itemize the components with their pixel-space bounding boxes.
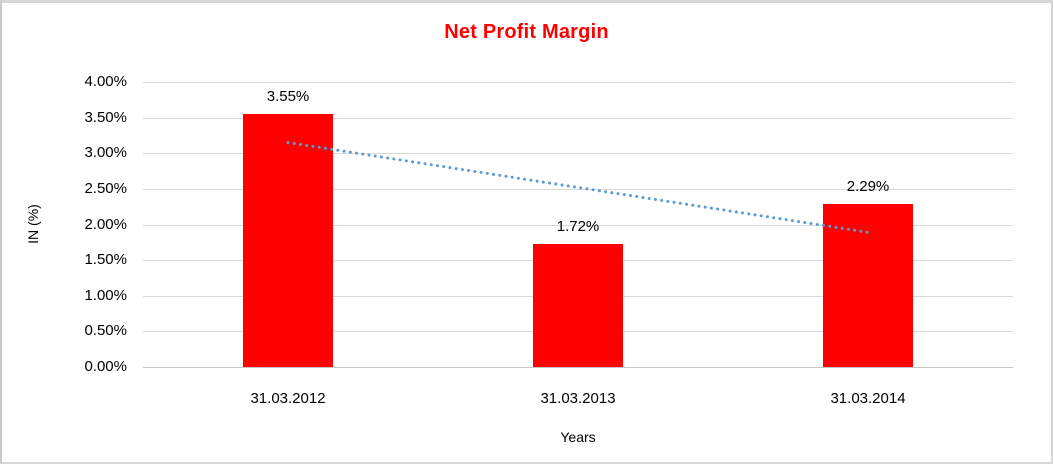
bar xyxy=(533,244,623,367)
plot-area: 3.55% 1.72% 2.29% xyxy=(143,82,1013,368)
y-tick-label: 3.00% xyxy=(84,144,127,162)
bar xyxy=(243,114,333,367)
y-tick-label: 1.50% xyxy=(84,251,127,269)
bar-value-label: 3.55% xyxy=(266,88,310,106)
x-category-label: 31.03.2012 xyxy=(250,390,326,407)
gridline xyxy=(143,82,1013,83)
bar-value-label: 2.29% xyxy=(846,177,890,195)
y-tick-label: 0.50% xyxy=(84,322,127,340)
y-tick-label: 4.00% xyxy=(84,73,127,90)
bar-value-label: 1.72% xyxy=(556,218,600,236)
x-axis-title: Years xyxy=(560,429,596,445)
gridline xyxy=(143,117,1013,119)
y-tick-label: 2.50% xyxy=(84,179,127,197)
y-tick-label: 0.00% xyxy=(84,358,127,375)
y-tick-label: 1.00% xyxy=(84,286,127,304)
bar xyxy=(823,203,913,367)
x-category-label: 31.03.2013 xyxy=(540,390,616,407)
y-tick-label: 2.00% xyxy=(84,215,127,233)
y-tick-label: 3.50% xyxy=(84,108,127,126)
chart-title: Net Profit Margin xyxy=(444,21,609,43)
x-category-label: 31.03.2014 xyxy=(830,390,906,407)
